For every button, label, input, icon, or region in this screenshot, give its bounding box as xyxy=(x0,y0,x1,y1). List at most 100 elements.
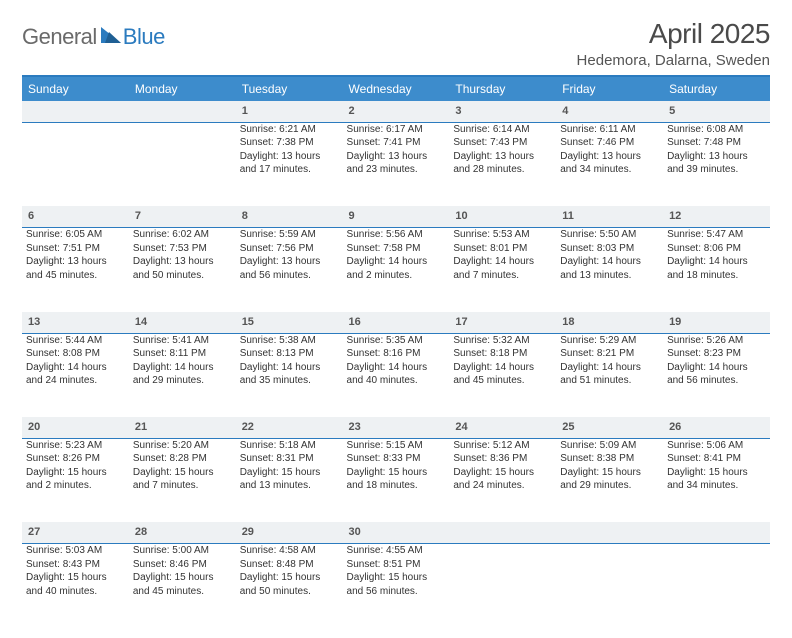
day-cell: Sunrise: 6:11 AMSunset: 7:46 PMDaylight:… xyxy=(556,122,663,206)
sunset-text: Sunset: 8:36 PM xyxy=(453,452,552,466)
sunset-text: Sunset: 7:38 PM xyxy=(240,136,339,150)
day-cell: Sunrise: 5:29 AMSunset: 8:21 PMDaylight:… xyxy=(556,333,663,417)
day-cell: Sunrise: 5:20 AMSunset: 8:28 PMDaylight:… xyxy=(129,438,236,522)
day-number: 22 xyxy=(236,417,343,438)
day-number: 17 xyxy=(449,312,556,333)
weekday-header: Tuesday xyxy=(236,77,343,101)
daylight-text: Daylight: 14 hours and 45 minutes. xyxy=(453,361,552,388)
sunset-text: Sunset: 8:01 PM xyxy=(453,242,552,256)
sunset-text: Sunset: 8:33 PM xyxy=(347,452,446,466)
day-cell: Sunrise: 5:23 AMSunset: 8:26 PMDaylight:… xyxy=(22,438,129,522)
day-cell: Sunrise: 5:15 AMSunset: 8:33 PMDaylight:… xyxy=(343,438,450,522)
day-number: 11 xyxy=(556,206,663,227)
day-number: 23 xyxy=(343,417,450,438)
daylight-text: Daylight: 15 hours and 24 minutes. xyxy=(453,466,552,493)
sunrise-text: Sunrise: 5:00 AM xyxy=(133,544,232,558)
daylight-text: Daylight: 13 hours and 17 minutes. xyxy=(240,150,339,177)
sunset-text: Sunset: 8:06 PM xyxy=(667,242,766,256)
daylight-text: Daylight: 15 hours and 13 minutes. xyxy=(240,466,339,493)
daylight-text: Daylight: 13 hours and 56 minutes. xyxy=(240,255,339,282)
daylight-text: Daylight: 13 hours and 23 minutes. xyxy=(347,150,446,177)
daynum-row: 12345 xyxy=(22,101,770,122)
sunrise-text: Sunrise: 4:58 AM xyxy=(240,544,339,558)
calendar-page: General Blue April 2025 Hedemora, Dalarn… xyxy=(0,0,792,638)
day-cell: Sunrise: 5:47 AMSunset: 8:06 PMDaylight:… xyxy=(663,228,770,312)
sunrise-text: Sunrise: 6:11 AM xyxy=(560,123,659,137)
sunrise-text: Sunrise: 5:56 AM xyxy=(347,228,446,242)
calendar-thead: Sunday Monday Tuesday Wednesday Thursday… xyxy=(22,77,770,101)
day-cell: Sunrise: 5:03 AMSunset: 8:43 PMDaylight:… xyxy=(22,544,129,628)
sunrise-text: Sunrise: 5:06 AM xyxy=(667,439,766,453)
day-cell: Sunrise: 5:06 AMSunset: 8:41 PMDaylight:… xyxy=(663,438,770,522)
sunset-text: Sunset: 7:51 PM xyxy=(26,242,125,256)
sunset-text: Sunset: 8:13 PM xyxy=(240,347,339,361)
sunrise-text: Sunrise: 5:38 AM xyxy=(240,334,339,348)
day-number xyxy=(449,522,556,543)
day-number: 8 xyxy=(236,206,343,227)
day-cell: Sunrise: 6:05 AMSunset: 7:51 PMDaylight:… xyxy=(22,228,129,312)
sunset-text: Sunset: 8:51 PM xyxy=(347,558,446,572)
daylight-text: Daylight: 14 hours and 13 minutes. xyxy=(560,255,659,282)
daynum-row: 6789101112 xyxy=(22,206,770,227)
sunrise-text: Sunrise: 5:41 AM xyxy=(133,334,232,348)
day-cell: Sunrise: 5:12 AMSunset: 8:36 PMDaylight:… xyxy=(449,438,556,522)
daylight-text: Daylight: 15 hours and 56 minutes. xyxy=(347,571,446,598)
day-number: 30 xyxy=(343,522,450,543)
calendar-table: Sunday Monday Tuesday Wednesday Thursday… xyxy=(22,77,770,628)
daylight-text: Daylight: 13 hours and 50 minutes. xyxy=(133,255,232,282)
daynum-row: 20212223242526 xyxy=(22,417,770,438)
sunrise-text: Sunrise: 5:03 AM xyxy=(26,544,125,558)
sunrise-text: Sunrise: 6:08 AM xyxy=(667,123,766,137)
sunrise-text: Sunrise: 5:47 AM xyxy=(667,228,766,242)
day-number: 3 xyxy=(449,101,556,122)
sunset-text: Sunset: 8:43 PM xyxy=(26,558,125,572)
daynum-row: 13141516171819 xyxy=(22,312,770,333)
daylight-text: Daylight: 14 hours and 7 minutes. xyxy=(453,255,552,282)
sunrise-text: Sunrise: 5:23 AM xyxy=(26,439,125,453)
day-number: 29 xyxy=(236,522,343,543)
day-cell: Sunrise: 5:26 AMSunset: 8:23 PMDaylight:… xyxy=(663,333,770,417)
day-number: 4 xyxy=(556,101,663,122)
logo-sail-icon xyxy=(101,25,121,43)
logo-word-1: General xyxy=(22,24,97,50)
day-cell xyxy=(22,122,129,206)
day-cell: Sunrise: 4:58 AMSunset: 8:48 PMDaylight:… xyxy=(236,544,343,628)
day-number: 13 xyxy=(22,312,129,333)
day-cell: Sunrise: 5:44 AMSunset: 8:08 PMDaylight:… xyxy=(22,333,129,417)
daylight-text: Daylight: 14 hours and 2 minutes. xyxy=(347,255,446,282)
weekday-header: Saturday xyxy=(663,77,770,101)
daylight-text: Daylight: 13 hours and 39 minutes. xyxy=(667,150,766,177)
day-number: 25 xyxy=(556,417,663,438)
daylight-text: Daylight: 13 hours and 45 minutes. xyxy=(26,255,125,282)
daylight-text: Daylight: 15 hours and 45 minutes. xyxy=(133,571,232,598)
daylight-text: Daylight: 14 hours and 29 minutes. xyxy=(133,361,232,388)
sunrise-text: Sunrise: 5:32 AM xyxy=(453,334,552,348)
day-cell: Sunrise: 5:56 AMSunset: 7:58 PMDaylight:… xyxy=(343,228,450,312)
day-cell xyxy=(449,544,556,628)
day-number: 14 xyxy=(129,312,236,333)
day-number: 24 xyxy=(449,417,556,438)
daylight-text: Daylight: 15 hours and 29 minutes. xyxy=(560,466,659,493)
sunrise-text: Sunrise: 6:17 AM xyxy=(347,123,446,137)
day-cell: Sunrise: 5:35 AMSunset: 8:16 PMDaylight:… xyxy=(343,333,450,417)
day-number: 20 xyxy=(22,417,129,438)
sunset-text: Sunset: 8:21 PM xyxy=(560,347,659,361)
sunrise-text: Sunrise: 6:21 AM xyxy=(240,123,339,137)
title-block: April 2025 Hedemora, Dalarna, Sweden xyxy=(577,18,770,69)
sunrise-text: Sunrise: 5:18 AM xyxy=(240,439,339,453)
day-number: 1 xyxy=(236,101,343,122)
week-row: Sunrise: 5:44 AMSunset: 8:08 PMDaylight:… xyxy=(22,333,770,417)
week-row: Sunrise: 6:21 AMSunset: 7:38 PMDaylight:… xyxy=(22,122,770,206)
day-number: 6 xyxy=(22,206,129,227)
calendar-body: 12345Sunrise: 6:21 AMSunset: 7:38 PMDayl… xyxy=(22,101,770,628)
daylight-text: Daylight: 14 hours and 51 minutes. xyxy=(560,361,659,388)
daylight-text: Daylight: 15 hours and 7 minutes. xyxy=(133,466,232,493)
sunset-text: Sunset: 8:28 PM xyxy=(133,452,232,466)
day-number xyxy=(556,522,663,543)
daylight-text: Daylight: 15 hours and 40 minutes. xyxy=(26,571,125,598)
day-cell: Sunrise: 5:50 AMSunset: 8:03 PMDaylight:… xyxy=(556,228,663,312)
sunset-text: Sunset: 8:23 PM xyxy=(667,347,766,361)
day-cell: Sunrise: 5:53 AMSunset: 8:01 PMDaylight:… xyxy=(449,228,556,312)
sunrise-text: Sunrise: 5:44 AM xyxy=(26,334,125,348)
sunset-text: Sunset: 8:41 PM xyxy=(667,452,766,466)
